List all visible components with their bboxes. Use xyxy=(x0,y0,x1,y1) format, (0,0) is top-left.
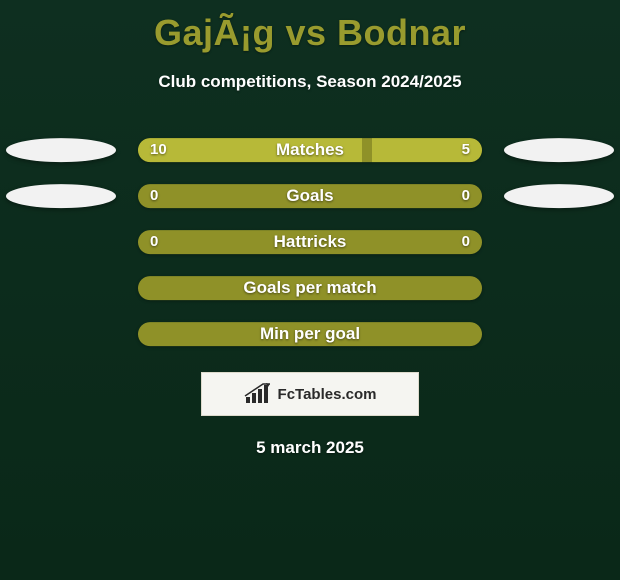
stat-value-left: 0 xyxy=(150,184,158,208)
stat-label: Min per goal xyxy=(138,322,482,346)
player-left-ellipse xyxy=(6,138,116,162)
stat-row: Goals per match xyxy=(0,268,620,314)
stat-label: Goals xyxy=(138,184,482,208)
source-logo: FcTables.com xyxy=(201,372,419,416)
stat-row: Matches10 5 xyxy=(0,130,620,176)
stats-container: Matches105Goals00Hattricks00Goals per ma… xyxy=(0,130,620,360)
stat-label: Matches xyxy=(138,138,482,162)
stat-bar: Min per goal xyxy=(138,322,482,346)
stat-value-left: 0 xyxy=(150,230,158,254)
logo-text: FcTables.com xyxy=(278,386,377,403)
player-left-ellipse xyxy=(6,184,116,208)
stat-label: Hattricks xyxy=(138,230,482,254)
player-right-ellipse xyxy=(504,184,614,208)
stat-value-right: 5 xyxy=(462,138,470,162)
stat-row: Min per goal xyxy=(0,314,620,360)
stat-value-right: 0 xyxy=(462,230,470,254)
footer-date: 5 march 2025 xyxy=(0,438,620,458)
stat-value-right: 0 xyxy=(462,184,470,208)
chart-icon xyxy=(244,383,272,405)
stat-row: Hattricks0 0 xyxy=(0,222,620,268)
stat-bar: Goals per match xyxy=(138,276,482,300)
stat-bar: Goals0 0 xyxy=(138,184,482,208)
stat-bar: Hattricks0 0 xyxy=(138,230,482,254)
stat-label: Goals per match xyxy=(138,276,482,300)
player-right-ellipse xyxy=(504,138,614,162)
page-subtitle: Club competitions, Season 2024/2025 xyxy=(0,72,620,92)
stat-row: Goals0 0 xyxy=(0,176,620,222)
stat-bar: Matches10 5 xyxy=(138,138,482,162)
page-title: GajÃ¡g vs Bodnar xyxy=(0,0,620,54)
stat-value-left: 10 xyxy=(150,138,167,162)
